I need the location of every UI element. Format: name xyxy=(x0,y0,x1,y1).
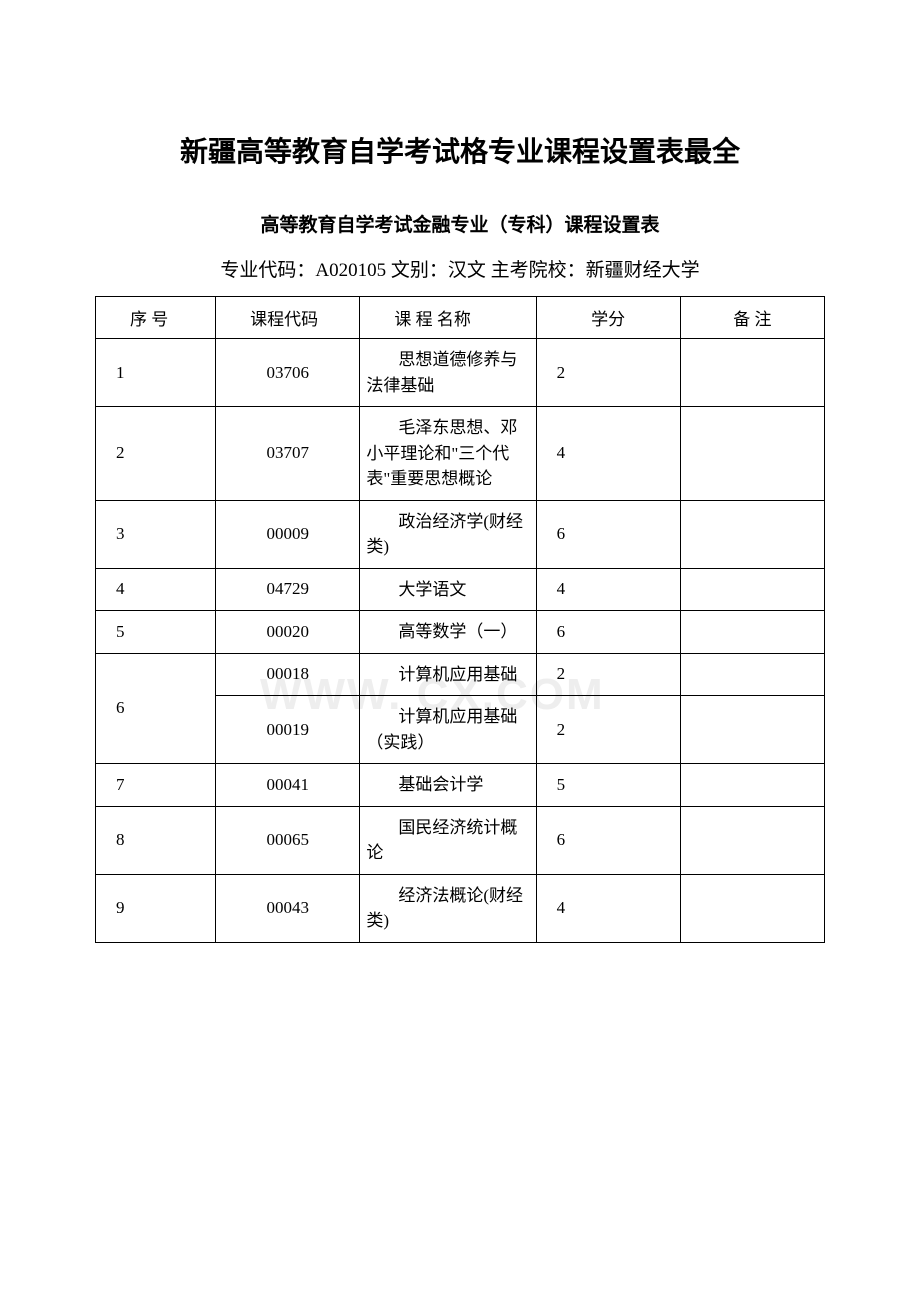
cell-note xyxy=(680,874,824,942)
cell-code: 00009 xyxy=(216,500,360,568)
cell-note xyxy=(680,500,824,568)
table-row: 103706思想道德修养与法律基础2 xyxy=(96,339,825,407)
cell-name: 计算机应用基础 xyxy=(360,653,536,696)
table-row: 900043经济法概论(财经类)4 xyxy=(96,874,825,942)
cell-credit: 6 xyxy=(536,500,680,568)
cell-credit: 4 xyxy=(536,874,680,942)
cell-note xyxy=(680,407,824,501)
cell-note xyxy=(680,806,824,874)
cell-name: 国民经济统计概论 xyxy=(360,806,536,874)
cell-name: 基础会计学 xyxy=(360,764,536,807)
cell-credit: 4 xyxy=(536,568,680,611)
cell-code: 03706 xyxy=(216,339,360,407)
cell-code: 00041 xyxy=(216,764,360,807)
cell-seq: 8 xyxy=(96,806,216,874)
cell-seq: 2 xyxy=(96,407,216,501)
cell-seq: 4 xyxy=(96,568,216,611)
header-note: 备 注 xyxy=(680,297,824,339)
cell-code: 00018 xyxy=(216,653,360,696)
cell-code: 00020 xyxy=(216,611,360,654)
cell-credit: 6 xyxy=(536,806,680,874)
cell-name: 思想道德修养与法律基础 xyxy=(360,339,536,407)
cell-code: 00019 xyxy=(216,696,360,764)
cell-name: 经济法概论(财经类) xyxy=(360,874,536,942)
cell-code: 04729 xyxy=(216,568,360,611)
table-row: 600018计算机应用基础2 xyxy=(96,653,825,696)
cell-credit: 2 xyxy=(536,339,680,407)
cell-code: 00043 xyxy=(216,874,360,942)
info-line: 专业代码：A020105 文别：汉文 主考院校：新疆财经大学 xyxy=(95,255,825,282)
table-row: 300009政治经济学(财经类)6 xyxy=(96,500,825,568)
table-row: 800065国民经济统计概论6 xyxy=(96,806,825,874)
cell-credit: 2 xyxy=(536,653,680,696)
table-row: 203707毛泽东思想、邓小平理论和"三个代表"重要思想概论4 xyxy=(96,407,825,501)
cell-credit: 5 xyxy=(536,764,680,807)
cell-name: 高等数学（一） xyxy=(360,611,536,654)
header-seq: 序 号 xyxy=(96,297,216,339)
cell-note xyxy=(680,611,824,654)
cell-code: 03707 xyxy=(216,407,360,501)
cell-name: 计算机应用基础（实践） xyxy=(360,696,536,764)
cell-seq: 7 xyxy=(96,764,216,807)
cell-note xyxy=(680,568,824,611)
cell-name: 政治经济学(财经类) xyxy=(360,500,536,568)
cell-seq: 5 xyxy=(96,611,216,654)
cell-note xyxy=(680,653,824,696)
cell-note xyxy=(680,696,824,764)
cell-note xyxy=(680,764,824,807)
header-name: 课 程 名称 xyxy=(360,297,536,339)
cell-seq: 9 xyxy=(96,874,216,942)
cell-code: 00065 xyxy=(216,806,360,874)
cell-note xyxy=(680,339,824,407)
cell-name: 毛泽东思想、邓小平理论和"三个代表"重要思想概论 xyxy=(360,407,536,501)
course-table: 序 号 课程代码 课 程 名称 学分 备 注 103706思想道德修养与法律基础… xyxy=(95,296,825,943)
table-row: 700041基础会计学5 xyxy=(96,764,825,807)
table-header-row: 序 号 课程代码 课 程 名称 学分 备 注 xyxy=(96,297,825,339)
main-title: 新疆高等教育自学考试格专业课程设置表最全 xyxy=(95,130,825,170)
table-row: 404729大学语文4 xyxy=(96,568,825,611)
cell-name: 大学语文 xyxy=(360,568,536,611)
sub-title: 高等教育自学考试金融专业（专科）课程设置表 xyxy=(95,210,825,237)
cell-seq: 3 xyxy=(96,500,216,568)
header-credit: 学分 xyxy=(536,297,680,339)
cell-seq: 6 xyxy=(96,653,216,764)
table-body: 103706思想道德修养与法律基础2203707毛泽东思想、邓小平理论和"三个代… xyxy=(96,339,825,943)
cell-credit: 4 xyxy=(536,407,680,501)
header-code: 课程代码 xyxy=(216,297,360,339)
cell-seq: 1 xyxy=(96,339,216,407)
cell-credit: 6 xyxy=(536,611,680,654)
table-row: 500020高等数学（一）6 xyxy=(96,611,825,654)
cell-credit: 2 xyxy=(536,696,680,764)
